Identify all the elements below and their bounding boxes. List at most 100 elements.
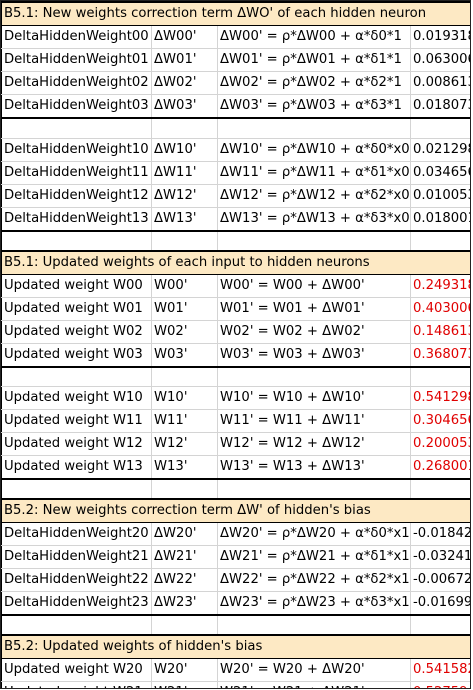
value-cell[interactable]: 0.008613 bbox=[410, 71, 470, 95]
formula-cell[interactable]: ΔW13' = ρ*ΔW13 + α*δ3*x0 bbox=[217, 207, 411, 232]
value-cell[interactable]: 0.019318 bbox=[410, 25, 470, 49]
formula-cell[interactable]: ΔW00' = ρ*ΔW00 + α*δ0*1 bbox=[217, 25, 411, 49]
value-cell[interactable]: 0.527594 bbox=[410, 681, 470, 688]
symbol-cell[interactable]: ΔW01' bbox=[151, 48, 218, 72]
formula-cell[interactable]: W01' = W01 + ΔW01' bbox=[217, 297, 411, 321]
value-cell[interactable]: 0.268001 bbox=[410, 455, 470, 480]
formula-cell[interactable]: W00' = W00 + ΔW00' bbox=[217, 274, 411, 298]
symbol-cell[interactable]: ΔW13' bbox=[151, 207, 218, 232]
symbol-cell[interactable]: ΔW00' bbox=[151, 25, 218, 49]
formula-cell[interactable]: ΔW01' = ρ*ΔW01 + α*δ1*1 bbox=[217, 48, 411, 72]
symbol-cell[interactable]: W10' bbox=[151, 386, 218, 410]
variable-name-cell[interactable]: DeltaHiddenWeight21 bbox=[1, 545, 152, 569]
formula-cell[interactable]: W03' = W03 + ΔW03' bbox=[217, 343, 411, 368]
variable-name-cell[interactable]: Updated weight W11 bbox=[1, 409, 152, 433]
symbol-cell[interactable]: ΔW12' bbox=[151, 184, 218, 208]
empty-cell[interactable] bbox=[151, 615, 218, 636]
empty-cell[interactable] bbox=[217, 615, 411, 636]
value-cell[interactable]: 0.063006 bbox=[410, 48, 470, 72]
variable-name-cell[interactable]: Updated weight W13 bbox=[1, 455, 152, 480]
empty-cell[interactable] bbox=[410, 118, 470, 139]
symbol-cell[interactable]: ΔW03' bbox=[151, 94, 218, 119]
variable-name-cell[interactable]: DeltaHiddenWeight13 bbox=[1, 207, 152, 232]
symbol-cell[interactable]: W12' bbox=[151, 432, 218, 456]
value-cell[interactable]: -0.03241 bbox=[410, 545, 470, 569]
value-cell[interactable]: 0.021298 bbox=[410, 138, 470, 162]
section-header[interactable]: B5.2: Updated weights of hidden's bias bbox=[1, 634, 470, 659]
variable-name-cell[interactable]: DeltaHiddenWeight10 bbox=[1, 138, 152, 162]
value-cell[interactable]: 0.200053 bbox=[410, 432, 470, 456]
section-header[interactable]: B5.1: New weights correction term ΔWO' o… bbox=[1, 1, 470, 26]
empty-cell[interactable] bbox=[1, 118, 152, 139]
empty-cell[interactable] bbox=[1, 366, 152, 387]
formula-cell[interactable]: W13' = W13 + ΔW13' bbox=[217, 455, 411, 480]
empty-cell[interactable] bbox=[410, 615, 470, 636]
value-cell[interactable]: 0.249318 bbox=[410, 274, 470, 298]
empty-cell[interactable] bbox=[410, 366, 470, 387]
symbol-cell[interactable]: W13' bbox=[151, 455, 218, 480]
value-cell[interactable]: 0.018073 bbox=[410, 94, 470, 119]
variable-name-cell[interactable]: DeltaHiddenWeight11 bbox=[1, 161, 152, 185]
symbol-cell[interactable]: W00' bbox=[151, 274, 218, 298]
formula-cell[interactable]: ΔW21' = ρ*ΔW21 + α*δ1*x1 bbox=[217, 545, 411, 569]
formula-cell[interactable]: ΔW02' = ρ*ΔW02 + α*δ2*1 bbox=[217, 71, 411, 95]
formula-cell[interactable]: W11' = W11 + ΔW11' bbox=[217, 409, 411, 433]
variable-name-cell[interactable]: Updated weight W03 bbox=[1, 343, 152, 368]
formula-cell[interactable]: W10' = W10 + ΔW10' bbox=[217, 386, 411, 410]
symbol-cell[interactable]: W03' bbox=[151, 343, 218, 368]
variable-name-cell[interactable]: Updated weight W12 bbox=[1, 432, 152, 456]
value-cell[interactable]: 0.541582 bbox=[410, 658, 470, 682]
symbol-cell[interactable]: ΔW10' bbox=[151, 138, 218, 162]
value-cell[interactable]: 0.541298 bbox=[410, 386, 470, 410]
formula-cell[interactable]: ΔW22' = ρ*ΔW22 + α*δ2*x1 bbox=[217, 568, 411, 592]
value-cell[interactable]: 0.034656 bbox=[410, 161, 470, 185]
variable-name-cell[interactable]: DeltaHiddenWeight22 bbox=[1, 568, 152, 592]
variable-name-cell[interactable]: DeltaHiddenWeight02 bbox=[1, 71, 152, 95]
value-cell[interactable]: -0.00672 bbox=[410, 568, 470, 592]
symbol-cell[interactable]: W01' bbox=[151, 297, 218, 321]
variable-name-cell[interactable]: DeltaHiddenWeight00 bbox=[1, 25, 152, 49]
symbol-cell[interactable]: W21' bbox=[151, 681, 218, 688]
symbol-cell[interactable]: ΔW21' bbox=[151, 545, 218, 569]
empty-cell[interactable] bbox=[410, 230, 470, 251]
value-cell[interactable]: -0.01842 bbox=[410, 522, 470, 546]
empty-cell[interactable] bbox=[151, 479, 218, 500]
variable-name-cell[interactable]: Updated weight W20 bbox=[1, 658, 152, 682]
symbol-cell[interactable]: W20' bbox=[151, 658, 218, 682]
formula-cell[interactable]: W12' = W12 + ΔW12' bbox=[217, 432, 411, 456]
empty-cell[interactable] bbox=[151, 230, 218, 251]
formula-cell[interactable]: ΔW03' = ρ*ΔW03 + α*δ3*1 bbox=[217, 94, 411, 119]
value-cell[interactable]: 0.304656 bbox=[410, 409, 470, 433]
formula-cell[interactable]: W20' = W20 + ΔW20' bbox=[217, 658, 411, 682]
symbol-cell[interactable]: ΔW20' bbox=[151, 522, 218, 546]
symbol-cell[interactable]: ΔW23' bbox=[151, 591, 218, 616]
formula-cell[interactable]: ΔW20' = ρ*ΔW20 + α*δ0*x1 bbox=[217, 522, 411, 546]
section-header[interactable]: B5.1: Updated weights of each input to h… bbox=[1, 249, 470, 275]
empty-cell[interactable] bbox=[1, 479, 152, 500]
variable-name-cell[interactable]: DeltaHiddenWeight12 bbox=[1, 184, 152, 208]
symbol-cell[interactable]: ΔW11' bbox=[151, 161, 218, 185]
formula-cell[interactable]: W02' = W02 + ΔW02' bbox=[217, 320, 411, 344]
value-cell[interactable]: 0.148613 bbox=[410, 320, 470, 344]
empty-cell[interactable] bbox=[1, 230, 152, 251]
symbol-cell[interactable]: ΔW22' bbox=[151, 568, 218, 592]
variable-name-cell[interactable]: DeltaHiddenWeight01 bbox=[1, 48, 152, 72]
value-cell[interactable]: 0.368073 bbox=[410, 343, 470, 368]
variable-name-cell[interactable]: Updated weight W02 bbox=[1, 320, 152, 344]
empty-cell[interactable] bbox=[217, 479, 411, 500]
formula-cell[interactable]: W21' = W21 + ΔW21' bbox=[217, 681, 411, 688]
variable-name-cell[interactable]: DeltaHiddenWeight03 bbox=[1, 94, 152, 119]
empty-cell[interactable] bbox=[217, 118, 411, 139]
symbol-cell[interactable]: W02' bbox=[151, 320, 218, 344]
empty-cell[interactable] bbox=[151, 118, 218, 139]
value-cell[interactable]: 0.403006 bbox=[410, 297, 470, 321]
variable-name-cell[interactable]: DeltaHiddenWeight20 bbox=[1, 522, 152, 546]
formula-cell[interactable]: ΔW23' = ρ*ΔW23 + α*δ3*x1 bbox=[217, 591, 411, 616]
section-header[interactable]: B5.2: New weights correction term ΔW' of… bbox=[1, 498, 470, 523]
variable-name-cell[interactable]: Updated weight W10 bbox=[1, 386, 152, 410]
variable-name-cell[interactable]: Updated weight W21 bbox=[1, 681, 152, 688]
variable-name-cell[interactable]: Updated weight W00 bbox=[1, 274, 152, 298]
formula-cell[interactable]: ΔW12' = ρ*ΔW12 + α*δ2*x0 bbox=[217, 184, 411, 208]
empty-cell[interactable] bbox=[151, 366, 218, 387]
empty-cell[interactable] bbox=[1, 615, 152, 636]
